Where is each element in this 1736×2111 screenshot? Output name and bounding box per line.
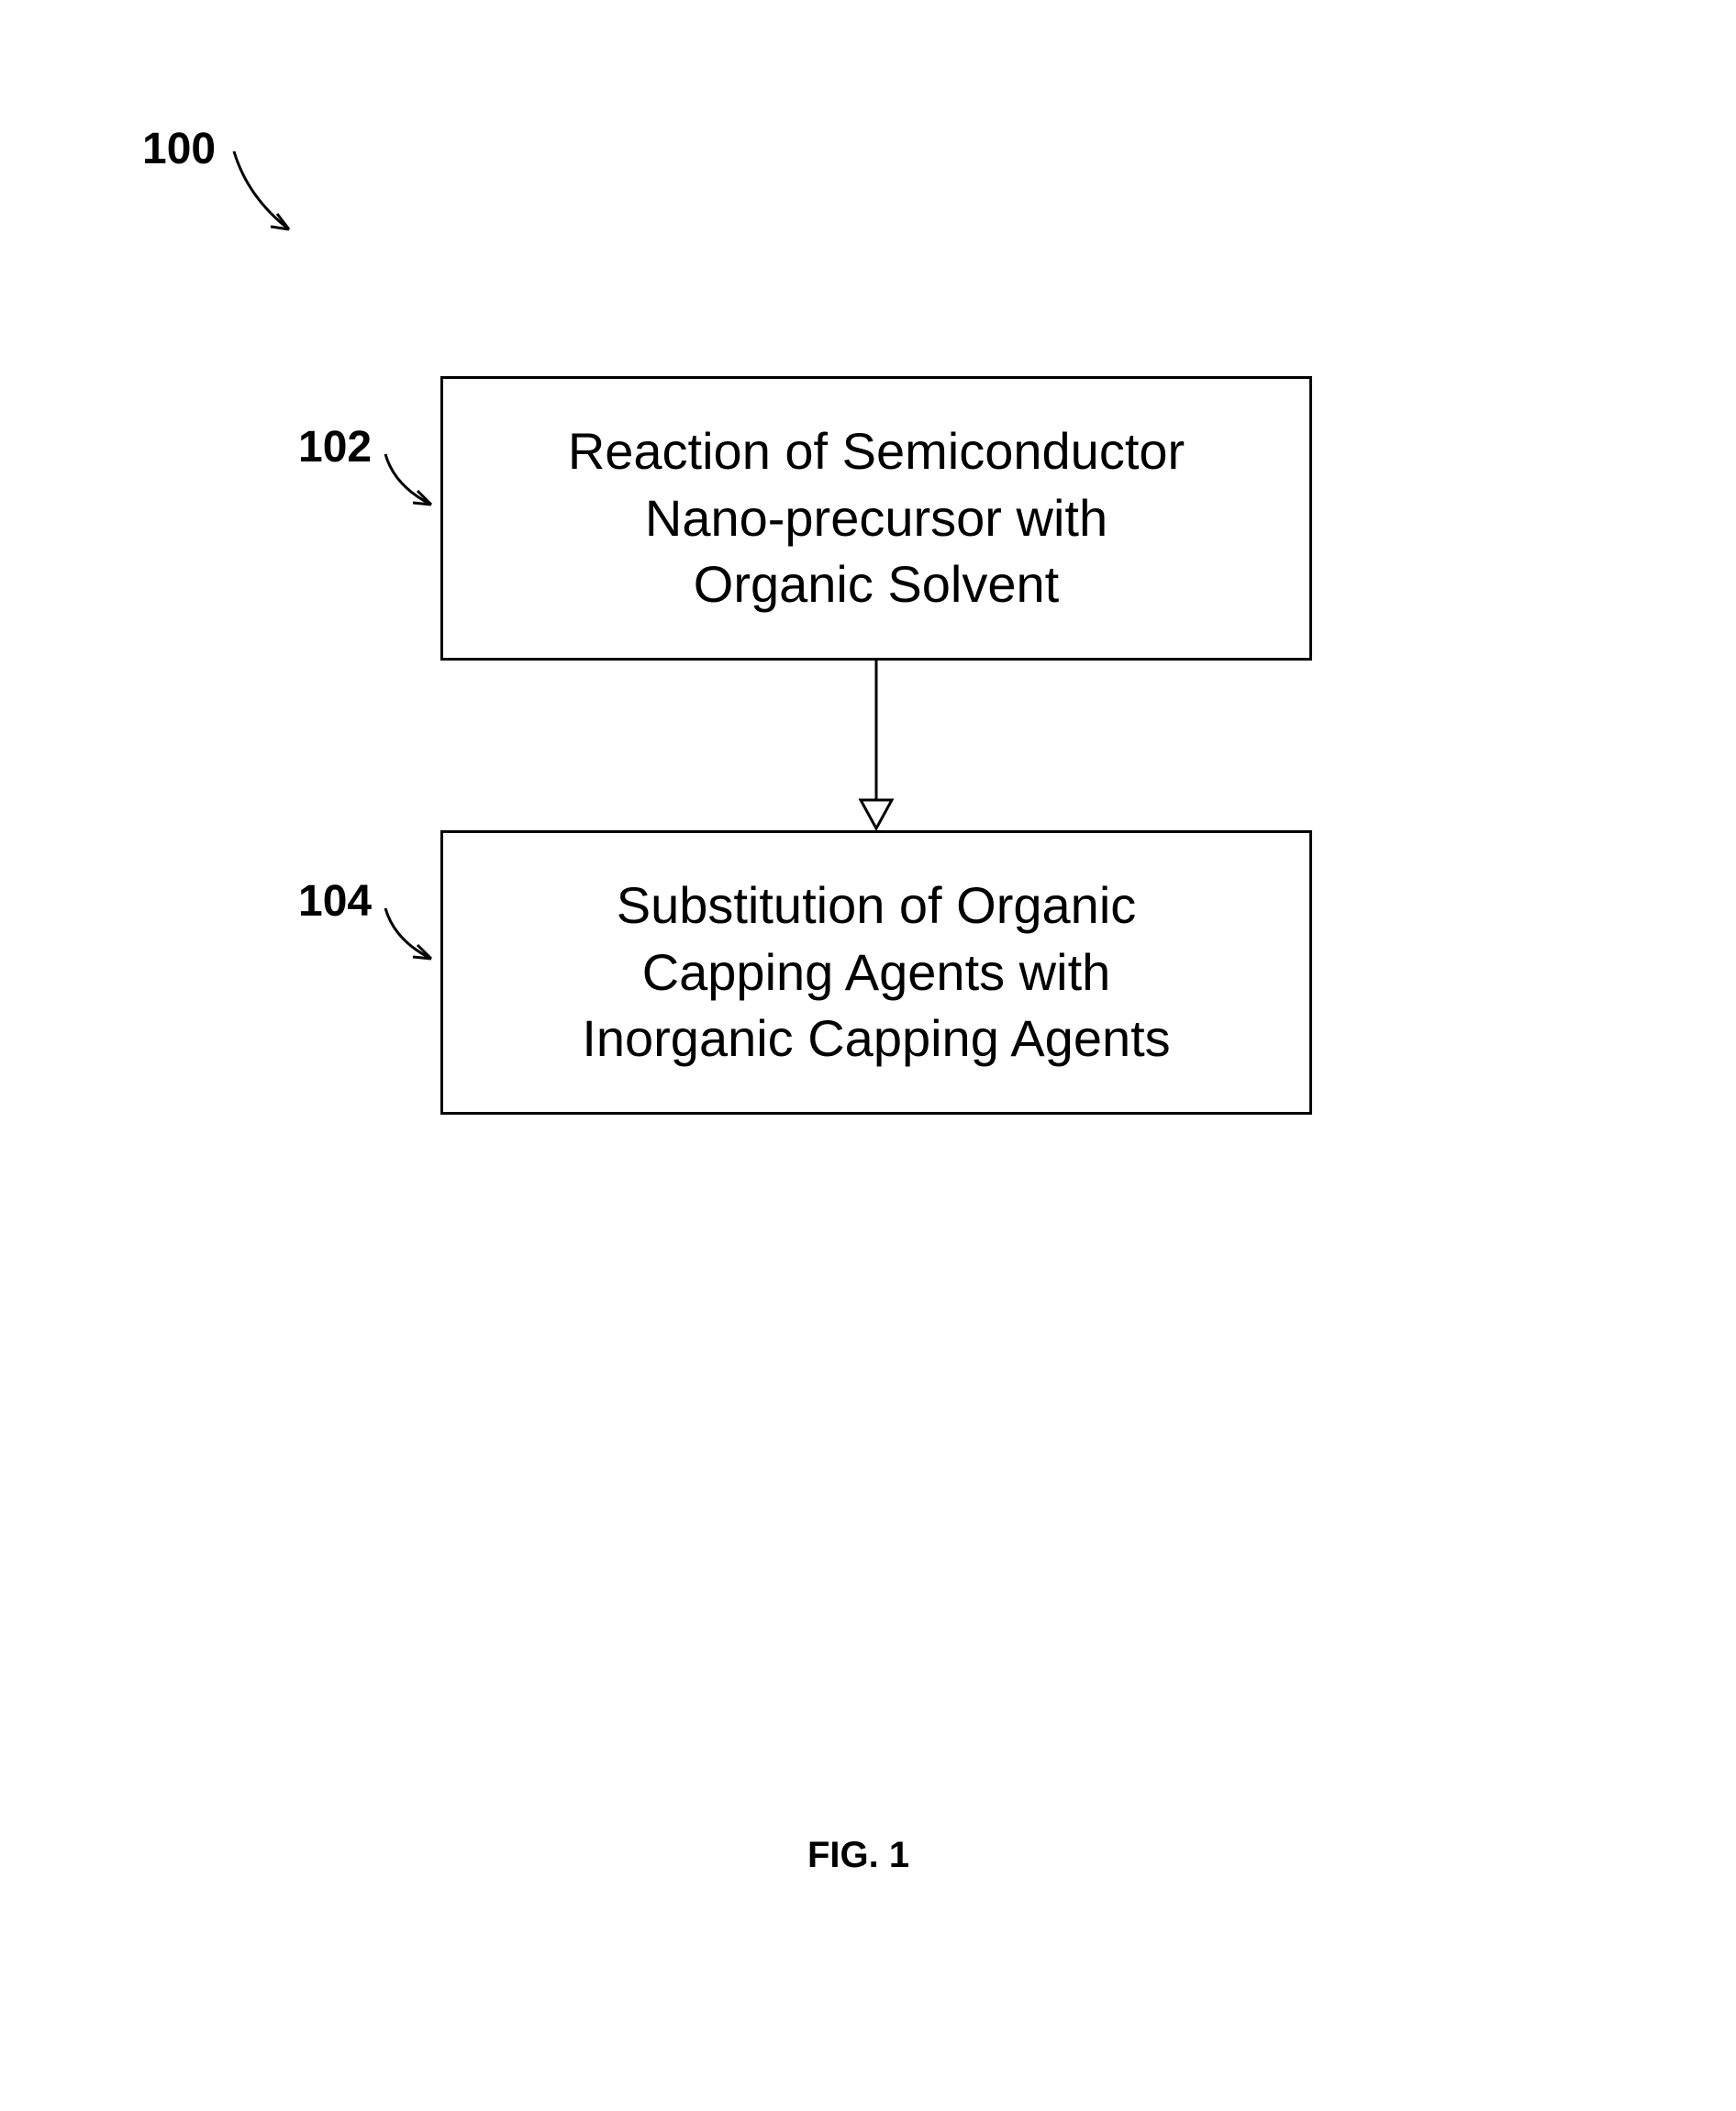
process-box-1: Reaction of Semiconductor Nano-precursor… bbox=[440, 376, 1312, 661]
box1-ref-label: 102 bbox=[298, 422, 372, 472]
figure-caption: FIG. 1 bbox=[807, 1835, 909, 1876]
box2-ref-label: 104 bbox=[298, 876, 372, 927]
flowchart-diagram: 100 102 Reaction of Semiconductor Nano-p… bbox=[0, 0, 1736, 2111]
flow-arrow-1 bbox=[844, 661, 908, 835]
process-box-2: Substitution of Organic Capping Agents w… bbox=[440, 830, 1312, 1115]
process-box-1-text: Reaction of Semiconductor Nano-precursor… bbox=[568, 418, 1185, 618]
main-ref-arrow bbox=[220, 142, 330, 261]
main-ref-label: 100 bbox=[142, 124, 216, 174]
process-box-2-text: Substitution of Organic Capping Agents w… bbox=[582, 872, 1170, 1072]
